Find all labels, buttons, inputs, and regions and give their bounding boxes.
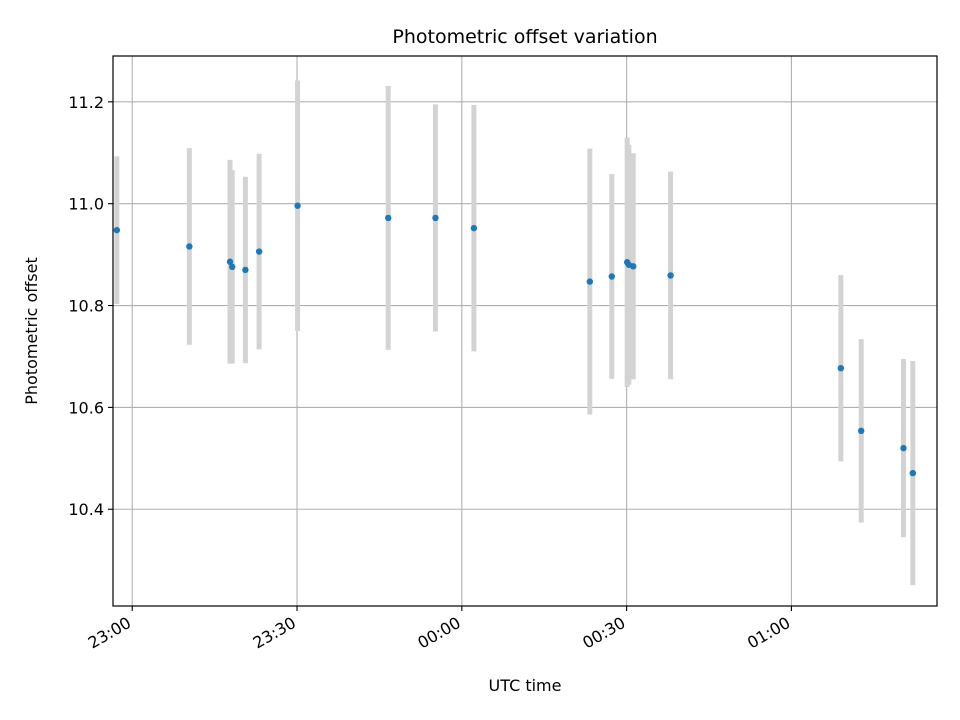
data-point (113, 226, 121, 234)
data-point (294, 202, 301, 209)
data-point (857, 427, 865, 435)
y-axis-label: Photometric offset (22, 257, 41, 405)
data-point (667, 272, 674, 279)
chart-title: Photometric offset variation (392, 26, 657, 48)
data-point (432, 214, 439, 222)
data-point (900, 444, 907, 452)
y-tick-label: 11.2 (68, 93, 104, 112)
data-point (229, 263, 236, 271)
data-point (909, 469, 917, 477)
x-axis-label: UTC time (489, 676, 562, 695)
data-point (255, 248, 263, 255)
data-point (186, 243, 193, 250)
data-point (385, 214, 392, 222)
data-point (630, 263, 637, 270)
data-point (226, 258, 234, 265)
data-point (586, 278, 594, 285)
data-point (837, 364, 845, 372)
data-point (470, 224, 478, 232)
y-tick-label: 11.0 (68, 195, 104, 214)
plot-frame (112, 55, 938, 607)
y-tick-label: 10.6 (68, 398, 104, 417)
data-point (242, 266, 249, 274)
data-point (608, 273, 615, 280)
y-axis-ticks: 10.4 10.6 10.8 11.0 11.2 (68, 93, 113, 519)
y-tick-label: 10.8 (68, 297, 104, 316)
y-tick-label: 10.4 (68, 500, 104, 519)
data-points (113, 202, 917, 477)
